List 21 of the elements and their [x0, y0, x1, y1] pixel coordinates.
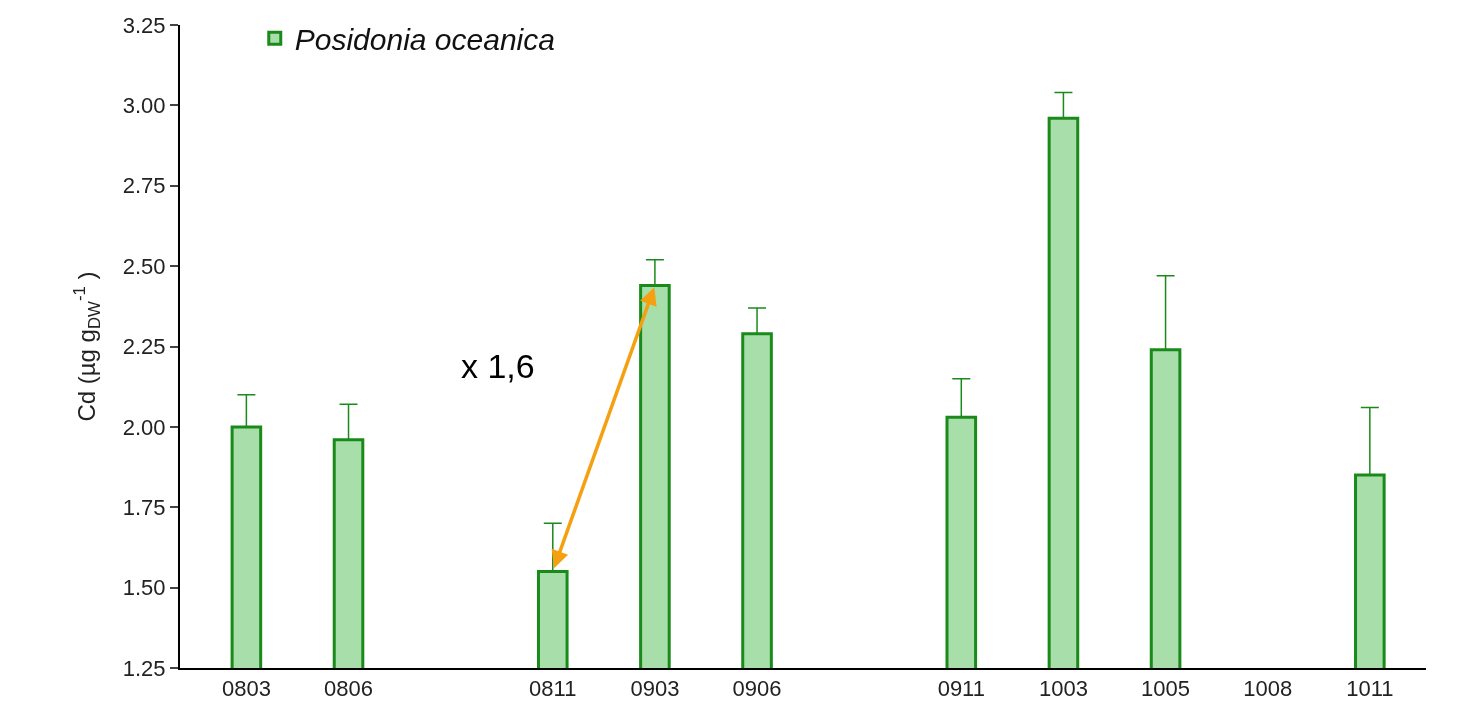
x-tick-label: 0906 — [732, 676, 782, 702]
x-tick-label: 0803 — [221, 676, 271, 702]
x-tick-label: 1011 — [1346, 676, 1394, 702]
legend-label: Posidonia oceanica — [294, 22, 555, 56]
x-tick-label: 1003 — [1038, 676, 1088, 702]
x-tick-label: 0903 — [630, 676, 680, 702]
annotation: x 1,6 — [461, 347, 535, 385]
x-tick-label: 0811 — [529, 676, 577, 702]
y-tick-label: 1.75 — [122, 494, 166, 520]
x-tick-label: 0911 — [937, 676, 985, 702]
y-tick-label: 2.50 — [122, 253, 166, 279]
x-tick-label: 1008 — [1243, 676, 1293, 702]
x-tick-label: 1005 — [1141, 676, 1191, 702]
y-tick-label: 3.00 — [122, 93, 166, 119]
x-tick-label: 0806 — [324, 676, 373, 702]
y-tick-label: 1.50 — [122, 575, 166, 601]
y-tick-label: 2.75 — [122, 173, 166, 199]
y-tick-label: 2.25 — [122, 334, 166, 360]
y-tick-label: 3.25 — [122, 12, 166, 38]
y-tick-label: 1.25 — [122, 655, 166, 681]
y-tick-label: 2.00 — [122, 414, 166, 440]
